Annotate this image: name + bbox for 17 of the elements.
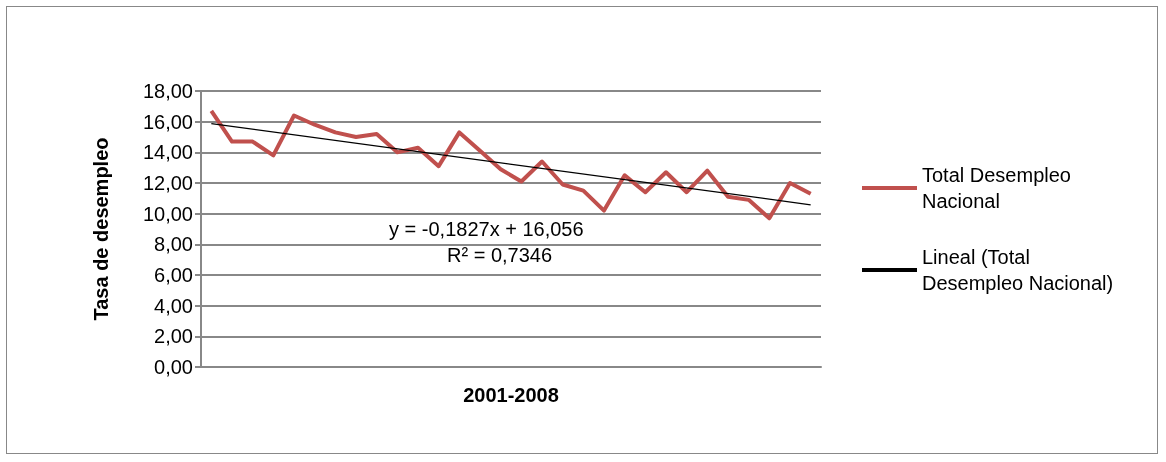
y-tick-label: 8,00 [154, 233, 193, 256]
annotation: R² = 0,7346 [447, 244, 553, 266]
y-tick-label: 14,00 [142, 141, 193, 164]
y-tick-label: 2,00 [154, 325, 193, 348]
y-tick-label: 16,00 [142, 110, 193, 133]
y-tick-label: 18,00 [142, 80, 193, 102]
x-axis-title: 2001-2008 [463, 384, 559, 406]
legend-label: Lineal (Total Desempleo Nacional) [922, 246, 1114, 294]
y-tick-label: 10,00 [142, 202, 193, 225]
y-tick-label: 6,00 [154, 264, 193, 286]
y-axis-title: Tasa de desempleo [90, 137, 112, 321]
annotation: y = -0,1827x + 16,056 [389, 218, 584, 240]
y-tick-label: 0,00 [154, 356, 193, 378]
y-tick-label: 4,00 [154, 294, 193, 317]
legend-label: Total Desempleo Nacional [922, 164, 1077, 212]
line-series [209, 108, 813, 221]
y-tick-label: 12,00 [142, 172, 193, 194]
